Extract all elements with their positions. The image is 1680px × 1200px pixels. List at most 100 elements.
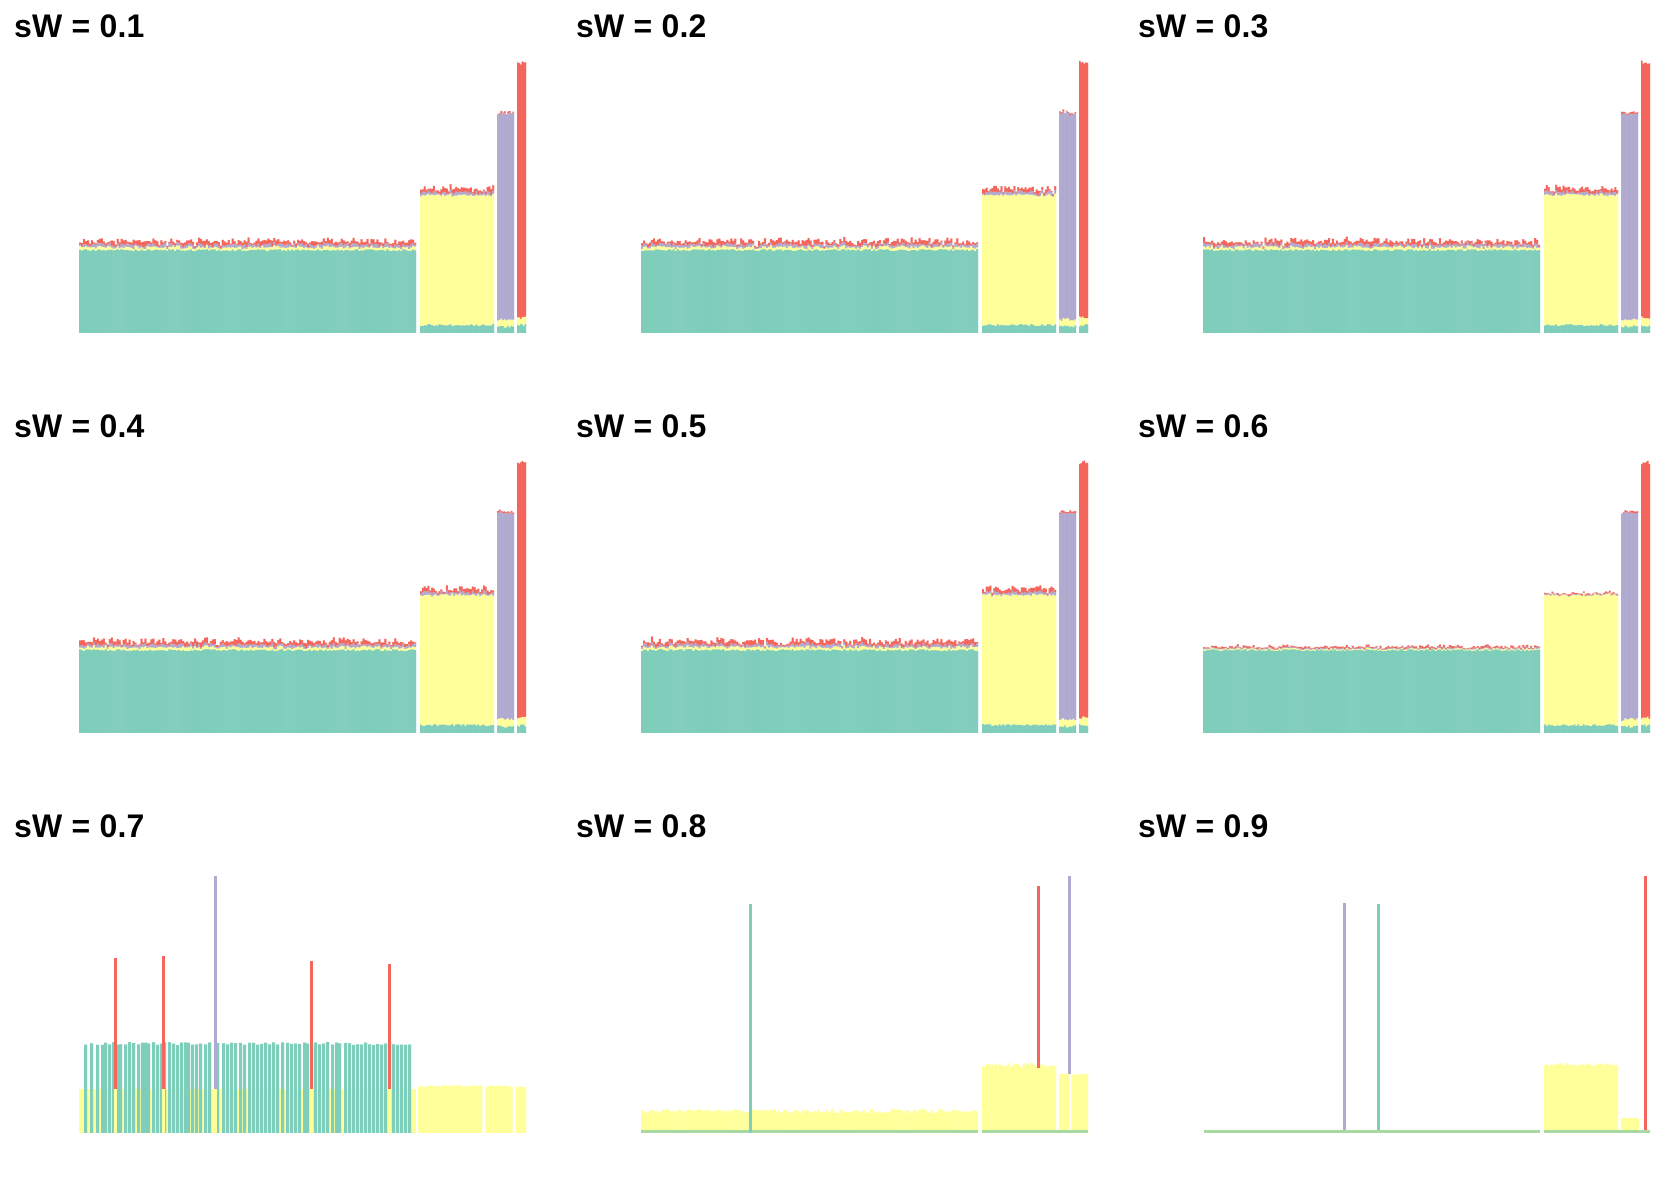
bar-segment: [225, 650, 228, 733]
bar-segment: [793, 250, 796, 333]
bar-segment: [1381, 650, 1384, 733]
bar-segment: [1203, 246, 1206, 250]
bar-segment: [458, 586, 461, 590]
bar-segment: [227, 244, 230, 248]
bar-segment: [458, 189, 461, 192]
bar-segment: [994, 724, 997, 733]
bar-segment: [861, 245, 864, 248]
bar-segment: [362, 644, 365, 646]
bar-segment: [291, 245, 294, 248]
bar-segment: [815, 649, 818, 733]
bar-segment: [646, 642, 650, 647]
bar-segment: [221, 245, 224, 248]
bar-segment: [1074, 510, 1077, 514]
bar-segment: [229, 244, 232, 248]
bar-segment: [1629, 112, 1632, 114]
bar-segment: [716, 239, 719, 245]
bar-segment: [861, 247, 864, 251]
bar-segment: [789, 641, 792, 645]
bar-segment: [1411, 244, 1414, 248]
bar-segment: [1512, 244, 1515, 246]
bar-segment: [336, 649, 339, 733]
bar-segment: [1592, 194, 1595, 326]
bar-segment: [520, 318, 522, 325]
bar-segment: [1331, 650, 1335, 733]
bar-segment: [1030, 595, 1033, 726]
bar-segment: [827, 647, 830, 650]
bar-segment: [1007, 595, 1010, 725]
bar-segment: [227, 646, 230, 650]
bar-segment: [664, 646, 667, 649]
bar-segment: [191, 646, 195, 649]
bar-segment: [698, 242, 701, 246]
bar-segment: [956, 244, 959, 247]
bar-segment: [412, 239, 415, 244]
bar-segment: [730, 243, 733, 247]
bar-segment: [190, 239, 193, 244]
bar-segment: [982, 589, 985, 594]
bar-segment: [1288, 648, 1291, 650]
bar-segment: [714, 643, 717, 647]
bar-segment: [223, 645, 226, 647]
bar-segment: [124, 644, 127, 648]
bar-segment: [954, 244, 957, 247]
bar-segment: [845, 650, 848, 733]
bar-segment: [849, 246, 852, 248]
bar-segment: [271, 642, 274, 647]
bar-segment: [946, 237, 949, 244]
bar-segment: [1442, 649, 1446, 733]
bar-segment: [170, 641, 173, 644]
bar-segment: [1407, 648, 1410, 650]
bar-segment: [497, 115, 499, 321]
bar-segment: [1373, 647, 1376, 649]
bar-segment: [1218, 649, 1222, 651]
bar-segment: [916, 248, 919, 251]
bar-segment: [1357, 649, 1360, 650]
bar-segment: [771, 650, 775, 733]
bar-segment: [1584, 187, 1587, 192]
bar-segment: [1230, 248, 1233, 251]
bar-segment: [1395, 648, 1398, 650]
bar-segment: [853, 244, 856, 247]
bar-segment: [866, 245, 870, 248]
bar-segment: [1397, 648, 1400, 650]
bar-segment: [301, 249, 304, 333]
bar-segment: [656, 244, 660, 246]
bar-segment: [1355, 649, 1358, 651]
bar-segment: [682, 245, 685, 248]
bar-segment: [332, 637, 335, 644]
bar-segment: [944, 643, 947, 648]
bar-segment: [1403, 650, 1406, 733]
bar-segment: [346, 649, 349, 733]
bar-segment: [1502, 248, 1505, 251]
bar-segment: [1072, 320, 1075, 328]
bar-segment: [894, 247, 897, 251]
bar-segment: [223, 649, 226, 733]
bar-segment: [662, 246, 665, 251]
bar-segment: [247, 650, 250, 733]
bar-segment: [287, 247, 290, 250]
bar-segment: [1020, 587, 1023, 593]
bar-segment: [716, 244, 719, 246]
bar-segment: [303, 646, 306, 649]
bar-segment: [287, 240, 290, 244]
bar-segment: [1319, 242, 1323, 247]
bar-segment: [386, 243, 389, 247]
bar-segment: [116, 243, 119, 247]
bar-segment: [1039, 594, 1042, 725]
bar-segment: [269, 247, 272, 250]
bar-segment: [322, 645, 326, 648]
bar-segment: [652, 246, 656, 251]
bar-segment: [263, 239, 266, 245]
bar-segment: [1212, 648, 1216, 650]
bar-segment: [894, 649, 897, 733]
bar-segment: [436, 592, 439, 595]
bar-segment: [1037, 594, 1040, 726]
bar-segment: [993, 725, 996, 733]
bar-segment: [444, 594, 447, 725]
bar-segment: [1371, 247, 1374, 251]
bar-segment: [942, 646, 945, 648]
bar-segment: [358, 246, 361, 249]
bar-segment: [328, 243, 331, 248]
bar-segment: [195, 242, 199, 246]
